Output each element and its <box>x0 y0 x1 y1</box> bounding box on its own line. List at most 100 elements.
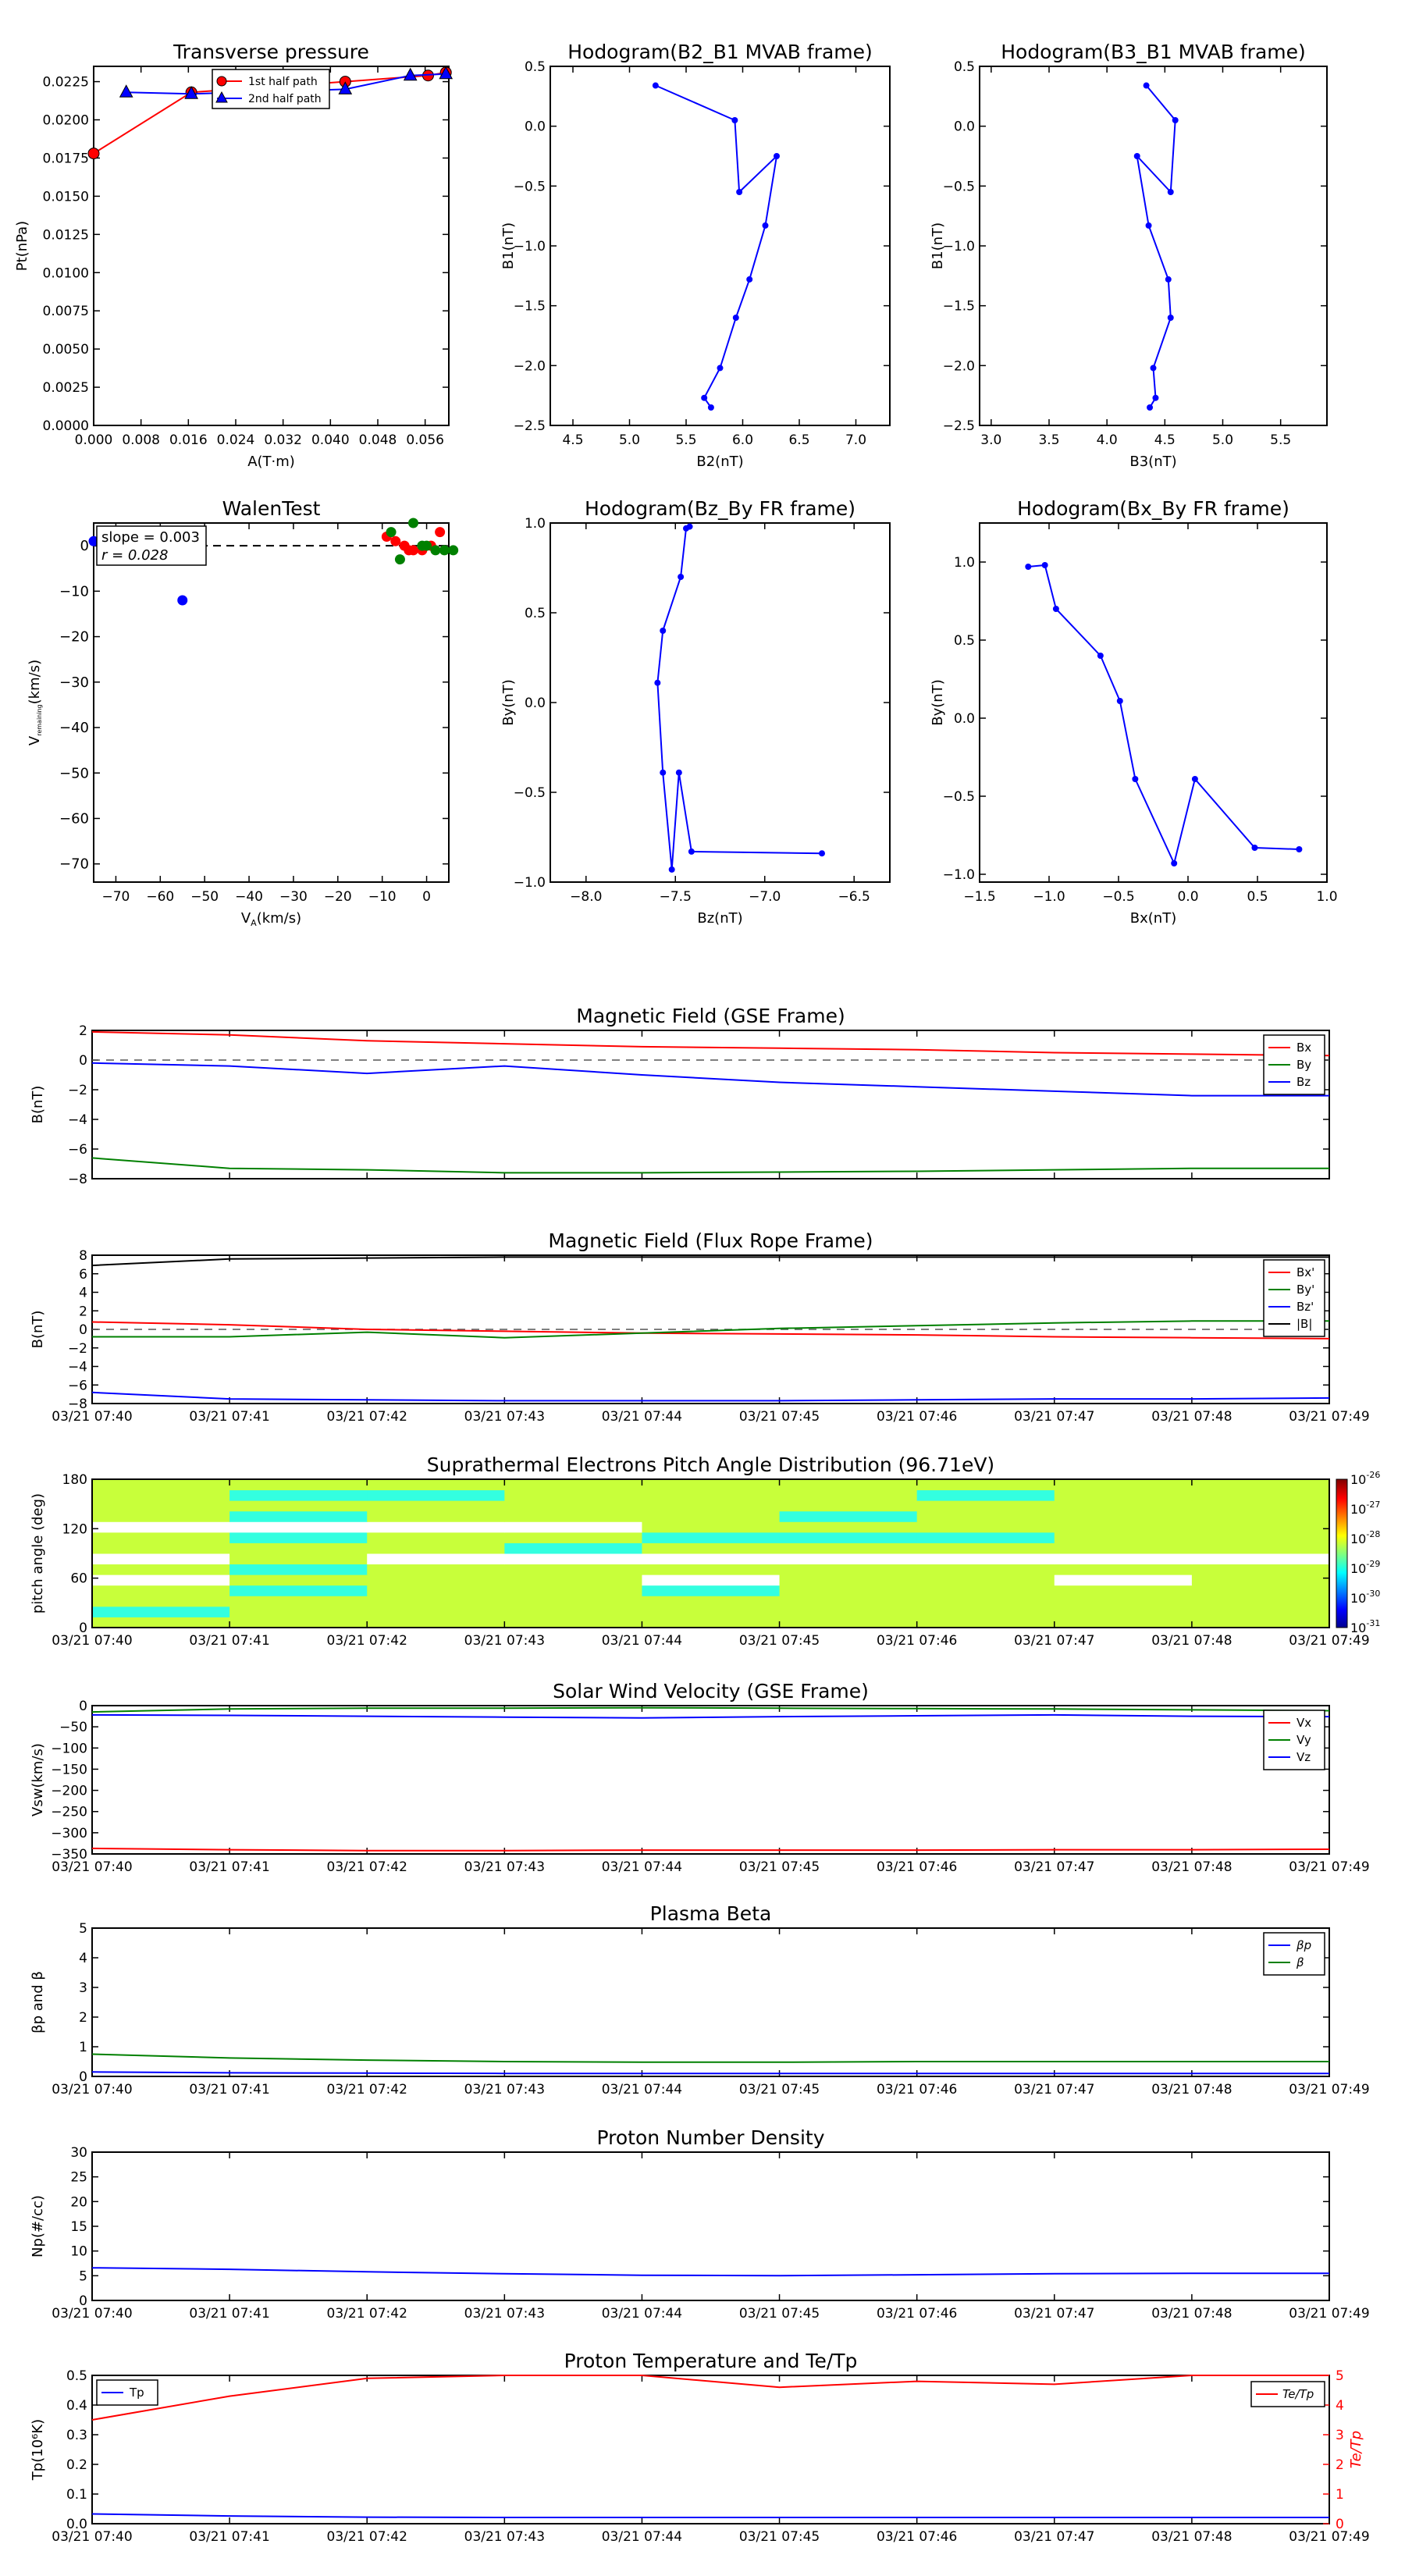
y-tick-label: 0 <box>80 538 89 554</box>
heatmap-cell <box>504 1521 642 1533</box>
y-tick-label-right: 3 <box>1336 2428 1344 2443</box>
data-point <box>717 365 724 372</box>
data-point <box>1147 404 1154 411</box>
y-tick-label: 0 <box>79 1053 87 1069</box>
y-tick-label: 5 <box>79 2268 87 2284</box>
series-line <box>91 1157 1329 1174</box>
y-tick-label: −8 <box>68 1397 87 1412</box>
x-tick-label: 03/21 07:41 <box>189 2306 269 2322</box>
x-tick-label: 03/21 07:41 <box>189 2529 269 2545</box>
heatmap-cell <box>1191 1574 1330 1586</box>
data-point <box>119 84 133 98</box>
y-tick-label: −2.0 <box>943 358 975 374</box>
y-tick-label: 6 <box>79 1267 87 1283</box>
data-point <box>731 117 738 123</box>
x-tick-label: −50 <box>190 889 219 905</box>
heatmap-cell <box>916 1489 1055 1501</box>
heatmap-cell <box>229 1479 368 1491</box>
x-tick-label: 0.056 <box>406 432 444 448</box>
series-line <box>91 1847 1330 1852</box>
data-point <box>675 769 682 776</box>
x-tick-label: 03/21 07:45 <box>739 2306 820 2322</box>
y-axis-label: Vsw(km/s) <box>30 1743 46 1816</box>
data-point <box>1152 394 1159 401</box>
chart-temp: Proton Temperature and Te/Tp 0.0 0.1 0.2 0.3… <box>30 2350 1370 2545</box>
plot-frame <box>91 1030 1330 1179</box>
heatmap-cell <box>1191 1585 1330 1596</box>
y-tick-label-right: 0 <box>1336 2517 1344 2532</box>
heatmap-cell <box>504 1489 642 1501</box>
heatmap-cell <box>642 1521 781 1533</box>
heatmap-cell <box>916 1500 1055 1512</box>
heatmap-cell <box>642 1617 781 1628</box>
data-point <box>660 628 667 634</box>
heatmap-cell <box>1191 1489 1330 1501</box>
y-tick-label: 15 <box>70 2219 87 2235</box>
x-tick-label: 03/21 07:45 <box>739 2082 820 2097</box>
x-tick-label: 03/21 07:42 <box>327 2529 407 2545</box>
y-axis-label: B(nT) <box>30 1086 46 1124</box>
x-tick-label: 03/21 07:47 <box>1014 1633 1094 1649</box>
x-tick-label: 03/21 07:47 <box>1014 2082 1094 2097</box>
x-tick-label: 6.0 <box>732 432 753 448</box>
y-tick-label: 0 <box>79 2293 87 2309</box>
y-tick-label: 5 <box>79 1921 87 1937</box>
x-tick-label: 03/21 07:43 <box>464 2529 545 2545</box>
y-tick-label: 25 <box>70 2170 87 2186</box>
x-tick-label: 03/21 07:48 <box>1151 1409 1232 1425</box>
heatmap-cell <box>229 1542 368 1554</box>
heatmap-cell <box>504 1532 642 1543</box>
y-tick-label: 0.0 <box>954 119 975 135</box>
heatmap-cell <box>916 1617 1055 1628</box>
y-tick-label: 120 <box>62 1521 87 1537</box>
x-tick-label: 03/21 07:46 <box>877 1633 957 1649</box>
legend-label: Vy <box>1297 1733 1311 1747</box>
colorbar <box>1336 1478 1348 1628</box>
legend-label: |B| <box>1297 1317 1312 1331</box>
data-point <box>1132 776 1139 782</box>
heatmap-cell <box>642 1489 781 1501</box>
heatmap-cell <box>367 1553 505 1565</box>
legend-marker <box>216 76 227 87</box>
y-tick-label: −6 <box>68 1142 87 1158</box>
x-tick-label: 03/21 07:47 <box>1014 2306 1094 2322</box>
heatmap-cell <box>1054 1532 1193 1543</box>
legend-box <box>212 69 330 109</box>
x-tick-label: 03/21 07:43 <box>464 1409 545 1425</box>
x-tick-label: 0.048 <box>359 432 397 448</box>
chart-title: Hodogram(Bx_By FR frame) <box>1017 497 1289 520</box>
heatmap-cell <box>779 1606 918 1617</box>
x-tick-label: −40 <box>235 889 263 905</box>
y-tick-label: −40 <box>59 720 89 736</box>
y-tick-label: −1.0 <box>514 239 546 254</box>
heatmap-cell <box>1054 1574 1193 1586</box>
y-tick-label: −300 <box>51 1826 87 1841</box>
heatmap-cell <box>779 1553 918 1565</box>
x-tick-label: 0.032 <box>264 432 302 448</box>
heatmap-cell <box>367 1489 505 1501</box>
y-axis-label: By(nT) <box>930 679 946 725</box>
chart-fr1: Hodogram(Bz_By FR frame) −8.0 −7.5 −7.0 −6.5… <box>500 497 891 927</box>
data-point <box>732 315 739 321</box>
x-tick-label: 03/21 07:46 <box>877 2082 957 2097</box>
y-tick-label: −0.5 <box>943 789 975 805</box>
chart-title: Solar Wind Velocity (GSE Frame) <box>553 1680 869 1703</box>
x-tick-label: 03/21 07:43 <box>464 1633 545 1649</box>
x-axis-label: Bz(nT) <box>697 910 742 927</box>
y-tick-label: 0.0050 <box>43 342 89 358</box>
plot-frame <box>550 522 891 883</box>
x-tick-label: 03/21 07:46 <box>877 2306 957 2322</box>
annotation-slope: slope = 0.003 <box>101 529 200 546</box>
plot-frame <box>91 2151 1330 2301</box>
x-tick-label: 03/21 07:49 <box>1289 1859 1369 1875</box>
x-tick-label: 0.5 <box>1247 889 1268 905</box>
y-tick-label: −1.0 <box>943 867 975 883</box>
heatmap-cell <box>779 1564 918 1575</box>
heatmap-cell <box>504 1500 642 1512</box>
y-tick-label: 0.0 <box>525 696 546 711</box>
y-tick-label: 1.0 <box>525 516 546 532</box>
y-tick-label: −350 <box>51 1847 87 1863</box>
y-tick-label: −200 <box>51 1784 87 1799</box>
y-tick-label: 0 <box>79 2069 87 2085</box>
data-point <box>762 222 769 229</box>
